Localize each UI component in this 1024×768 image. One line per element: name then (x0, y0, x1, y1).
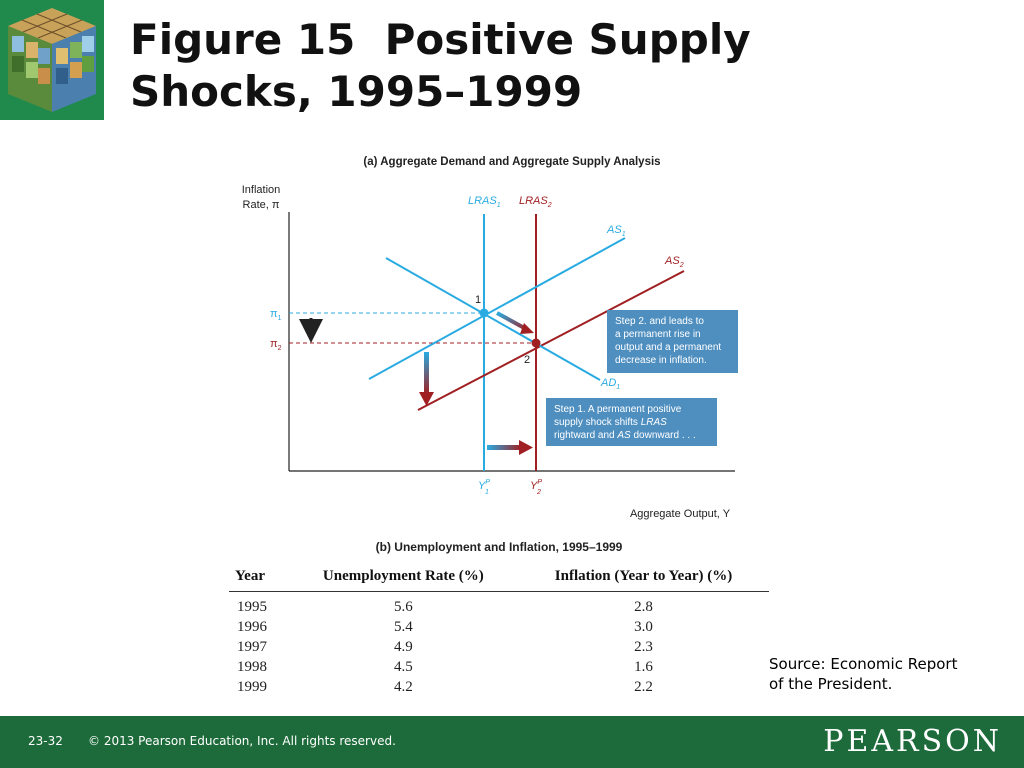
step-2-callout (607, 310, 738, 373)
y-axis-label-line-1: Inflation (242, 184, 281, 196)
lras-shift-arrowhead (519, 440, 533, 455)
cell-inflation: 1.6 (634, 659, 653, 675)
y-axis-label-line-2: Rate, π (243, 199, 280, 211)
cell-year: 1998 (237, 659, 267, 675)
cell-unemployment: 4.2 (393, 679, 413, 695)
equilibrium-point-2 (531, 338, 541, 348)
panel-b-caption: (b) Unemployment and Inflation, 1995–199… (375, 540, 623, 554)
step-1-callout (546, 398, 717, 446)
step-2-line-4: decrease in inflation. (615, 355, 707, 366)
as1-label: AS1 (606, 224, 626, 238)
point-1-label: 1 (475, 294, 481, 306)
unemployment-inflation-table: Year Unemployment Rate (%) Inflation (Ye… (229, 564, 769, 697)
as-shift-arrow (424, 352, 429, 394)
cell-unemployment: 4.5 (393, 659, 413, 675)
as1-curve (368, 237, 626, 380)
table-row: 1995 5.6 2.8 (229, 592, 769, 618)
table-row: 1999 4.2 2.2 (229, 677, 769, 697)
ad1-curve (385, 257, 601, 381)
cell-unemployment: 5.6 (393, 599, 413, 615)
step-2-line-2: a permanent rise in (615, 329, 701, 340)
footer-bar: 23-32 © 2013 Pearson Education, Inc. All… (0, 716, 1024, 768)
step-2-line-1: Step 2. and leads to (615, 316, 704, 327)
panel-b: (b) Unemployment and Inflation, 1995–199… (229, 540, 769, 697)
slide-title-line-1: Figure 15 Positive Supply (130, 15, 751, 64)
cell-inflation: 2.2 (634, 679, 653, 695)
pi1-label: π1 (270, 308, 282, 322)
step-1-line-1: Step 1. A permanent positive (554, 404, 682, 415)
table-row: 1997 4.9 2.3 (229, 637, 769, 657)
table-header-row: Year Unemployment Rate (%) Inflation (Ye… (229, 564, 769, 592)
source-note: Source: Economic Report of the President… (769, 654, 1009, 694)
cell-inflation: 3.0 (634, 619, 653, 635)
as2-label: AS2 (664, 255, 684, 269)
lras2-label: LRAS2 (519, 195, 552, 209)
slide-number: 23-32 (28, 734, 63, 748)
step-1-line-3: rightward and AS downward . . . (554, 430, 696, 441)
header-unemployment-rate: Unemployment Rate (%) (288, 564, 519, 592)
cell-year: 1997 (237, 639, 267, 655)
slide-title: Figure 15 Positive Supply Shocks, 1995–1… (130, 14, 990, 118)
cell-inflation: 2.3 (634, 639, 653, 655)
pearson-logo: PEARSON (823, 724, 1002, 759)
yp2-label: YP 2 (530, 479, 542, 496)
cell-year: 1995 (237, 599, 267, 615)
as-shift-arrowhead (419, 392, 434, 406)
source-line-1: Source: Economic Report (769, 655, 958, 673)
cell-unemployment: 4.9 (393, 639, 413, 655)
source-line-2: of the President. (769, 675, 893, 693)
yp1-label: YP 1 (478, 479, 490, 496)
point-2-label: 2 (524, 354, 530, 366)
lras1-label: LRAS1 (468, 195, 501, 209)
step-1-line-2: supply shock shifts LRAS (554, 417, 667, 428)
table-row: 1998 4.5 1.6 (229, 657, 769, 677)
copyright-text: © 2013 Pearson Education, Inc. All right… (88, 734, 396, 748)
header-year: Year (229, 564, 289, 592)
x-axis-label: Aggregate Output, Y (630, 508, 731, 520)
rubiks-cube-photo-icon (0, 0, 104, 120)
ad-as-diagram: (a) Aggregate Demand and Aggregate Suppl… (242, 156, 738, 520)
cell-year: 1999 (237, 679, 267, 695)
as2-curve (417, 270, 685, 411)
step-2-line-3: output and a permanent (615, 342, 721, 353)
header-inflation: Inflation (Year to Year) (%) (518, 564, 769, 592)
equilibrium-point-1 (479, 308, 489, 318)
equilibrium-shift-arrowhead (520, 323, 534, 334)
ad1-label: AD1 (600, 377, 620, 391)
panel-a-caption: (a) Aggregate Demand and Aggregate Suppl… (363, 156, 660, 168)
logo (0, 0, 104, 120)
cell-unemployment: 5.4 (393, 619, 413, 635)
cell-year: 1996 (237, 619, 267, 635)
lras-shift-arrow (487, 445, 521, 450)
table-row: 1996 5.4 3.0 (229, 617, 769, 637)
slide-title-line-2: Shocks, 1995–1999 (130, 67, 583, 116)
pi2-label: π2 (270, 338, 282, 352)
cell-inflation: 2.8 (634, 599, 653, 615)
